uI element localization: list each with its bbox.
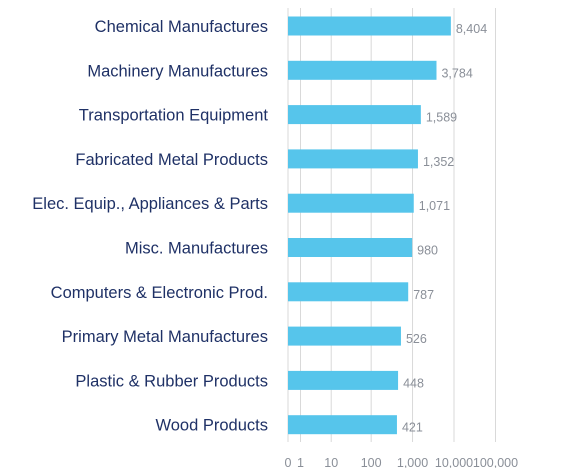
category-label: Wood Products bbox=[155, 417, 268, 435]
value-label: 421 bbox=[402, 421, 423, 435]
bar-layer bbox=[288, 16, 451, 435]
category-label: Elec. Equip., Appliances & Parts bbox=[32, 195, 268, 213]
bar bbox=[288, 60, 437, 80]
category-label: Chemical Manufactures bbox=[95, 18, 268, 36]
category-label: Transportation Equipment bbox=[79, 107, 269, 125]
label-layer: Chemical Manufactures 8,404 Machinery Manu… bbox=[32, 18, 487, 435]
value-label: 448 bbox=[403, 376, 424, 390]
value-label: 1,071 bbox=[419, 199, 450, 213]
bar bbox=[288, 370, 399, 390]
category-label: Fabricated Metal Products bbox=[75, 151, 268, 169]
x-tick-label: 10 bbox=[324, 456, 338, 468]
value-label: 526 bbox=[406, 332, 427, 346]
bar bbox=[288, 16, 451, 36]
value-label: 787 bbox=[413, 288, 434, 302]
x-tick-label: 1,000 bbox=[397, 456, 428, 468]
bar bbox=[288, 149, 418, 169]
x-tick-label: 100 bbox=[361, 456, 382, 468]
category-label: Plastic & Rubber Products bbox=[75, 372, 268, 390]
x-axis-ticks: 0 1 10 100 1,000 10,000 100,000 bbox=[285, 456, 519, 468]
x-tick-label: 1 bbox=[297, 456, 304, 468]
value-label: 8,404 bbox=[456, 22, 487, 36]
value-label: 980 bbox=[417, 244, 438, 258]
bar bbox=[288, 282, 409, 302]
value-label: 1,352 bbox=[423, 155, 454, 169]
bar bbox=[288, 415, 397, 435]
category-label: Primary Metal Manufactures bbox=[62, 328, 268, 346]
bar bbox=[288, 193, 414, 213]
x-tick-label: 10,000 bbox=[435, 456, 473, 468]
value-label: 3,784 bbox=[441, 66, 472, 80]
x-tick-label: 100,000 bbox=[473, 456, 518, 468]
grid-layer bbox=[287, 8, 497, 442]
bar bbox=[288, 326, 401, 346]
category-label: Computers & Electronic Prod. bbox=[51, 284, 268, 302]
value-label: 1,589 bbox=[426, 111, 457, 125]
category-label: Misc. Manufactures bbox=[125, 240, 268, 258]
x-tick-label: 0 bbox=[285, 456, 292, 468]
category-label: Machinery Manufactures bbox=[87, 62, 268, 80]
bar bbox=[288, 238, 413, 257]
bar bbox=[288, 105, 421, 125]
